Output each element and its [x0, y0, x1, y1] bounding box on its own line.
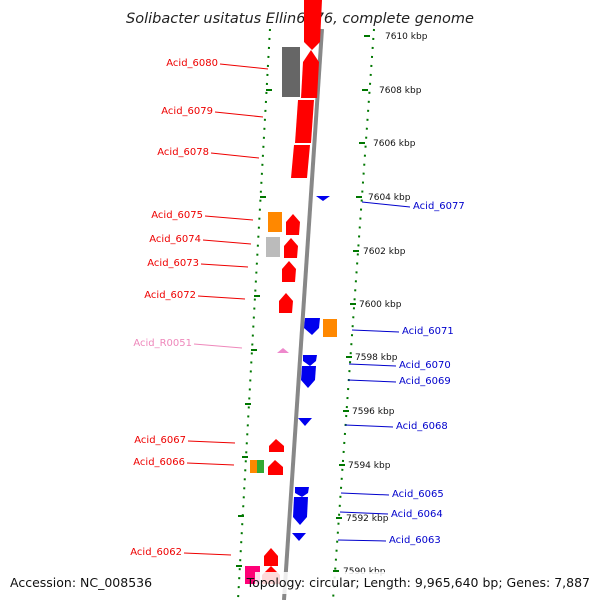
reverse-gene-arrow: [301, 366, 316, 388]
cog-block: [257, 460, 264, 473]
tick-marks: 7610 kbp 7608 kbp 7606 kbp 7604 kbp 7602…: [333, 32, 428, 577]
tick-label: 7596 kbp: [352, 407, 395, 417]
forward-gene-arrow: [279, 293, 293, 313]
cog-block: [323, 319, 337, 337]
tick-label: 7594 kbp: [348, 461, 391, 471]
reverse-gene-arrow: [295, 487, 309, 497]
gene-label[interactable]: Acid_6071: [402, 326, 454, 337]
gene-label[interactable]: Acid_6079: [161, 106, 213, 117]
reverse-gene-arrow: [298, 418, 312, 426]
reverse-genes: [292, 196, 330, 541]
gene-label[interactable]: Acid_6077: [413, 201, 465, 212]
forward-genes: [262, 0, 322, 584]
forward-gene-arrow: [295, 100, 314, 143]
tick-label: 7606 kbp: [373, 139, 416, 149]
gene-label[interactable]: Acid_6068: [396, 421, 448, 432]
tick-label: 7604 kbp: [368, 193, 411, 203]
gene-label[interactable]: Acid_6073: [147, 258, 199, 269]
cog-block: [266, 237, 280, 257]
reverse-gene-arrow: [293, 497, 308, 525]
reverse-gene-arrow: [316, 196, 330, 201]
tick-label: 7602 kbp: [363, 247, 406, 257]
gene-label[interactable]: Acid_6066: [133, 457, 185, 468]
gene-label[interactable]: Acid_6062: [130, 547, 182, 558]
forward-gene-arrow: [301, 50, 319, 98]
backbone: [282, 28, 324, 600]
forward-gene-arrow: [282, 261, 296, 282]
reverse-gene-arrow: [304, 318, 320, 335]
gene-label[interactable]: Acid_6074: [149, 234, 201, 245]
gene-label[interactable]: Acid_6078: [157, 147, 209, 158]
forward-gene-arrow: [269, 439, 284, 452]
rna-label[interactable]: Acid_R0051: [133, 338, 192, 349]
accession-text: Accession: NC_008536: [10, 575, 152, 590]
gene-label[interactable]: Acid_6065: [392, 489, 444, 500]
forward-gene-arrow: [286, 214, 300, 235]
forward-gene-arrow: [284, 238, 298, 258]
map-title: Solibacter usitatus Ellin6076, complete …: [126, 11, 474, 27]
gene-label[interactable]: Acid_6072: [144, 290, 196, 301]
gene-label[interactable]: Acid_6070: [399, 360, 451, 371]
reverse-gene-arrow: [303, 355, 317, 366]
outer-ring-dots: [332, 28, 375, 600]
tick-label: 7608 kbp: [379, 86, 422, 96]
rna-labels: Acid_R0051: [133, 338, 243, 349]
reverse-labels: Acid_6077 Acid_6071 Acid_6070 Acid_6069 …: [337, 201, 465, 546]
gene-label[interactable]: Acid_6069: [399, 376, 451, 387]
gene-label[interactable]: Acid_6063: [389, 535, 441, 546]
forward-gene-arrow: [268, 460, 283, 475]
cog-block: [282, 47, 300, 97]
cog-block: [250, 460, 257, 473]
gene-label[interactable]: Acid_6075: [151, 210, 203, 221]
reverse-gene-arrow: [292, 533, 306, 541]
gene-label[interactable]: Acid_6064: [391, 509, 443, 520]
gene-label[interactable]: Acid_6067: [134, 435, 186, 446]
forward-labels: Acid_6080 Acid_6079 Acid_6078 Acid_6075 …: [130, 58, 269, 558]
tick-label: 7600 kbp: [359, 300, 402, 310]
footer-background: [255, 572, 600, 594]
forward-gene-arrow: [304, 0, 322, 50]
summary-text: Topology: circular; Length: 9,965,640 bp…: [246, 575, 590, 590]
rna-arrow: [277, 348, 289, 353]
gene-label[interactable]: Acid_6080: [166, 58, 218, 69]
forward-gene-arrow: [264, 548, 278, 566]
tick-label: 7598 kbp: [355, 353, 398, 363]
tick-label: 7592 kbp: [346, 514, 389, 524]
forward-gene-arrow: [291, 145, 310, 178]
inner-tick-marks: [236, 89, 272, 567]
cog-block: [268, 212, 282, 232]
tick-label: 7610 kbp: [385, 32, 428, 42]
